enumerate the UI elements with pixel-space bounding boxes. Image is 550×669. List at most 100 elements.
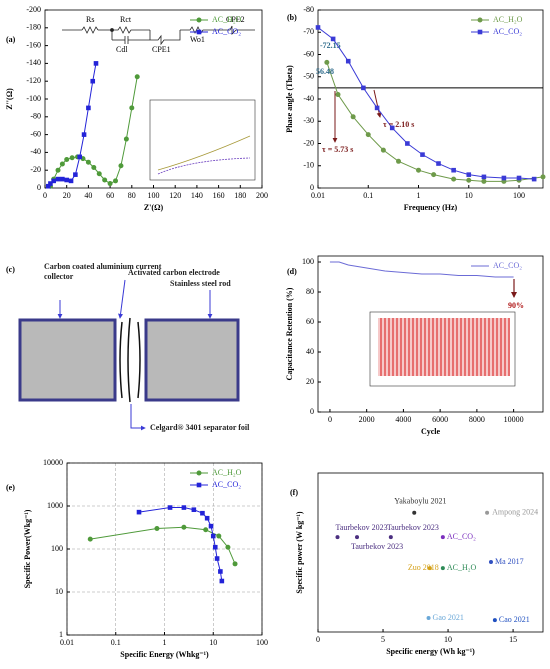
marker — [531, 176, 537, 182]
series-line — [326, 62, 544, 182]
y-tick-label: 10 — [55, 587, 63, 596]
arrow — [373, 89, 382, 118]
marker — [181, 505, 187, 510]
marker — [420, 152, 425, 157]
marker — [93, 61, 99, 66]
marker — [540, 174, 546, 180]
marker — [232, 561, 238, 567]
series-line — [47, 63, 97, 187]
y-tick-label: 0 — [37, 183, 41, 192]
y-tick-label: -60 — [303, 49, 314, 58]
x-axis-label: Specific energy (Wh kg⁻¹) — [386, 647, 475, 656]
panel-label: (c) — [6, 265, 15, 274]
y-tick-label: -100 — [26, 94, 41, 103]
marker — [48, 181, 53, 186]
y-tick-label: -20 — [303, 138, 314, 147]
marker — [77, 154, 83, 160]
marker — [102, 177, 108, 183]
marker — [214, 556, 220, 561]
marker — [64, 177, 69, 183]
y-axis-label: Specific power (W kg⁻¹) — [295, 511, 304, 593]
circuit-label: Cdl — [116, 45, 128, 54]
marker — [45, 183, 51, 189]
x-tick-label: 10 — [465, 191, 473, 200]
marker — [181, 524, 187, 530]
point-label: Ampong 2024 — [492, 508, 538, 517]
diagram-label: Carbon coated aluminium current collecto… — [44, 262, 162, 281]
panel-label: (e) — [6, 483, 15, 492]
marker — [96, 171, 102, 177]
plot-frame — [317, 472, 544, 633]
marker — [466, 172, 472, 177]
x-tick-label: 5 — [381, 635, 385, 644]
circuit-label: CPE2 — [226, 15, 245, 24]
marker — [396, 158, 402, 164]
plot-frame — [317, 9, 544, 189]
point-label: Yakaboylu 2021 — [394, 497, 446, 506]
marker — [85, 159, 91, 165]
y-tick-label: 80 — [306, 287, 314, 296]
legend-label: AC_CO₂ — [493, 27, 522, 36]
marker — [51, 178, 56, 184]
marker — [60, 176, 65, 182]
x-tick-label: 180 — [234, 191, 246, 200]
x-tick-label: 15 — [509, 635, 517, 644]
marker — [118, 163, 124, 169]
marker — [91, 165, 97, 171]
y-tick-label: -80 — [30, 112, 41, 121]
x-tick-label: 0 — [43, 191, 47, 200]
marker — [86, 105, 91, 111]
x-axis-label: Cycle — [421, 427, 441, 436]
y-tick-label: 1 — [59, 630, 63, 639]
point-label: AC_H₂O — [447, 563, 477, 572]
marker — [451, 176, 457, 182]
y-axis-label: Specific Power(Wkg⁻¹) — [23, 509, 32, 588]
marker — [55, 176, 61, 182]
plot-frame — [44, 9, 263, 189]
y-tick-label: 20 — [306, 377, 314, 386]
marker — [451, 167, 456, 173]
point-label: Cao 2021 — [499, 615, 530, 624]
panel-label: (d) — [287, 267, 297, 276]
point — [335, 535, 340, 540]
point — [440, 535, 445, 540]
point — [485, 510, 490, 515]
marker — [416, 167, 422, 173]
point — [488, 560, 493, 565]
marker — [477, 29, 483, 35]
marker — [218, 569, 223, 574]
marker — [129, 105, 135, 111]
marker — [212, 544, 218, 550]
diagram-label: Activated carbon electrode — [128, 268, 220, 277]
x-tick-label: 0.01 — [311, 191, 325, 200]
point-label: AC_CO₂ — [447, 532, 476, 541]
legend-label: AC_CO₂ — [212, 480, 241, 489]
circuit-label: Rs — [86, 15, 94, 24]
x-tick-label: 80 — [128, 191, 136, 200]
marker — [225, 544, 231, 550]
marker — [477, 17, 483, 23]
legend-label: AC_CO₂ — [493, 261, 522, 270]
panel-label: (a) — [6, 35, 16, 44]
point-label: Ma 2017 — [495, 557, 524, 566]
legend-label: AC_H₂O — [212, 468, 242, 477]
y-tick-label: -10 — [303, 161, 314, 170]
marker — [335, 92, 341, 98]
y-tick-label: -40 — [303, 94, 314, 103]
y-tick-label: -60 — [30, 129, 41, 138]
marker — [196, 470, 202, 476]
marker — [154, 525, 160, 531]
x-tick-label: 10 — [209, 638, 217, 647]
marker — [123, 136, 129, 142]
diagram-label: Celgard® 3401 separator foil — [150, 423, 250, 432]
marker — [73, 172, 78, 177]
annotation: -72.15 — [320, 41, 341, 50]
point — [388, 535, 393, 540]
y-tick-label: -50 — [303, 72, 314, 81]
marker — [481, 178, 487, 184]
marker — [345, 58, 351, 64]
marker — [361, 85, 366, 91]
marker — [55, 167, 61, 173]
